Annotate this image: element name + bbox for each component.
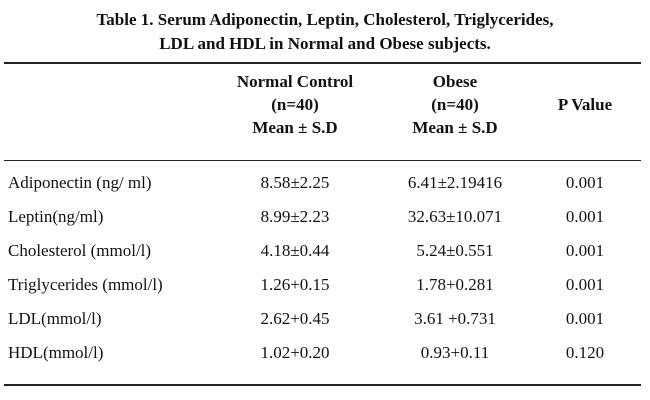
row-normal-value: 2.62+0.45 xyxy=(260,309,330,328)
row-obese-value: 32.63±10.071 xyxy=(407,207,503,226)
table-row: LDL(mmol/l) 2.62+0.45 3.61 +0.731 0.001 xyxy=(0,302,650,336)
header-rule xyxy=(4,160,641,161)
row-normal-value: 4.18±0.44 xyxy=(260,241,330,260)
row-p-value: 0.001 xyxy=(565,241,605,260)
top-rule xyxy=(4,62,641,64)
table-row: Triglycerides (mmol/l) 1.26+0.15 1.78+0.… xyxy=(0,268,650,302)
row-label: Leptin(ng/ml) xyxy=(8,207,104,226)
row-label: Adiponectin (ng/ ml) xyxy=(8,173,152,192)
table-row: Adiponectin (ng/ ml) 8.58±2.25 6.41±2.19… xyxy=(0,166,650,200)
row-label: Triglycerides (mmol/l) xyxy=(8,275,163,294)
caption-line-1: Table 1. Serum Adiponectin, Leptin, Chol… xyxy=(96,10,554,29)
header-normal-line-1: Normal Control xyxy=(236,72,354,91)
header-normal-line-3: Mean ± S.D xyxy=(252,118,338,137)
header-obese-line-2: (n=40) xyxy=(431,95,479,114)
table-row: Leptin(ng/ml) 8.99±2.23 32.63±10.071 0.0… xyxy=(0,200,650,234)
header-p-value: P Value xyxy=(535,93,635,116)
row-p-value: 0.001 xyxy=(565,173,605,192)
header-p-value-label: P Value xyxy=(557,95,613,114)
table-caption: Table 1. Serum Adiponectin, Leptin, Chol… xyxy=(0,8,650,56)
row-normal-value: 8.99±2.23 xyxy=(260,207,330,226)
row-obese-value: 0.93+0.11 xyxy=(420,343,490,362)
row-p-value: 0.001 xyxy=(565,275,605,294)
table-row: Cholesterol (mmol/l) 4.18±0.44 5.24±0.55… xyxy=(0,234,650,268)
row-obese-value: 1.78+0.281 xyxy=(416,275,494,294)
row-label: Cholesterol (mmol/l) xyxy=(8,241,152,260)
row-obese-value: 6.41±2.19416 xyxy=(407,173,503,192)
row-p-value: 0.001 xyxy=(565,309,605,328)
row-normal-value: 1.02+0.20 xyxy=(260,343,330,362)
row-p-value: 0.120 xyxy=(565,343,605,362)
bottom-rule xyxy=(4,384,641,386)
header-obese-line-1: Obese xyxy=(432,72,478,91)
row-normal-value: 8.58±2.25 xyxy=(260,173,330,192)
row-obese-value: 3.61 +0.731 xyxy=(414,309,496,328)
row-obese-value: 5.24±0.551 xyxy=(416,241,494,260)
header-obese: Obese (n=40) Mean ± S.D xyxy=(385,70,525,139)
table-row: HDL(mmol/l) 1.02+0.20 0.93+0.11 0.120 xyxy=(0,336,650,370)
caption-line-2: LDL and HDL in Normal and Obese subjects… xyxy=(159,34,491,53)
header-normal-control: Normal Control (n=40) Mean ± S.D xyxy=(215,70,375,139)
header-obese-line-3: Mean ± S.D xyxy=(412,118,498,137)
row-label: LDL(mmol/l) xyxy=(8,309,102,328)
row-normal-value: 1.26+0.15 xyxy=(260,275,330,294)
header-normal-line-2: (n=40) xyxy=(271,95,319,114)
row-label: HDL(mmol/l) xyxy=(8,343,104,362)
row-p-value: 0.001 xyxy=(565,207,605,226)
